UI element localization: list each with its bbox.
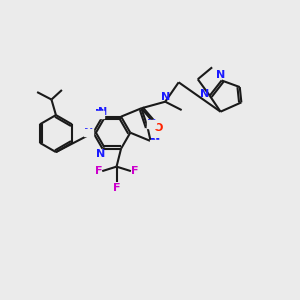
Text: N: N bbox=[95, 149, 105, 159]
Text: N: N bbox=[98, 106, 107, 117]
Text: N: N bbox=[147, 119, 156, 129]
Text: N: N bbox=[150, 138, 159, 148]
Text: N: N bbox=[200, 89, 209, 99]
Bar bbox=[95, 110, 104, 118]
Text: N: N bbox=[215, 70, 225, 80]
Text: F: F bbox=[131, 167, 139, 176]
Text: F: F bbox=[94, 167, 102, 176]
Bar bbox=[150, 140, 159, 147]
Bar bbox=[84, 129, 93, 136]
Text: O: O bbox=[154, 123, 163, 133]
Text: F: F bbox=[113, 183, 120, 193]
Text: N: N bbox=[84, 128, 93, 138]
Text: N: N bbox=[160, 92, 170, 102]
Text: N: N bbox=[95, 109, 104, 119]
Text: N: N bbox=[148, 120, 157, 130]
Text: N: N bbox=[151, 137, 160, 148]
Bar bbox=[147, 120, 156, 127]
